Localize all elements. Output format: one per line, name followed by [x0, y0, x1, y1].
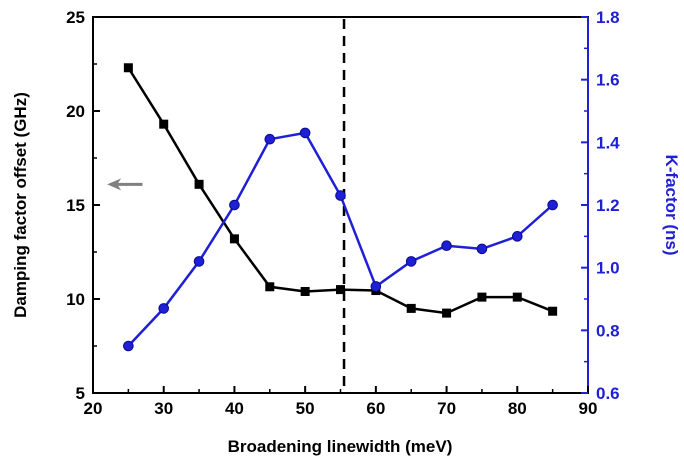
plot-frame — [92, 16, 589, 394]
x-tick-label: 70 — [437, 399, 456, 418]
left-series-point — [477, 292, 487, 302]
right-tick-label: 1.4 — [596, 133, 620, 152]
right-series-point — [229, 199, 240, 211]
left-tick-label: 5 — [76, 384, 85, 403]
left-tick-label: 15 — [66, 196, 85, 215]
x-tick-label: 80 — [508, 399, 527, 418]
left-series-point — [406, 303, 416, 313]
right-axis-ticks: 0.6 0.8 1.0 1.2 1.4 1.6 1.8 — [581, 8, 620, 403]
left-series-point — [548, 306, 558, 316]
left-series-point — [229, 234, 239, 244]
x-tick-label: 60 — [366, 399, 385, 418]
right-tick-label: 1.6 — [596, 71, 620, 90]
left-series-point — [194, 179, 204, 189]
right-tick-label: 1.2 — [596, 196, 620, 215]
right-series-point — [335, 190, 346, 201]
x-tick-label: 40 — [225, 399, 244, 418]
left-axis-title: Damping factor offset (GHz) — [11, 92, 30, 318]
left-tick-label: 10 — [66, 290, 85, 309]
left-tick-label: 25 — [66, 8, 85, 27]
x-axis-ticks: 20 30 40 50 60 70 80 90 — [84, 386, 598, 418]
right-series-point — [370, 281, 382, 292]
left-axis-arrow — [107, 178, 143, 191]
left-series-point — [123, 63, 133, 73]
right-series-point — [158, 303, 170, 314]
right-tick-label: 0.8 — [596, 321, 620, 340]
x-tick-label: 50 — [296, 399, 315, 418]
right-series-line — [127, 131, 554, 347]
right-series-point — [123, 340, 134, 352]
series-layer — [123, 63, 558, 352]
right-series-point — [476, 243, 488, 255]
left-series-point — [265, 282, 275, 292]
left-series-point — [336, 285, 345, 295]
right-axis-title: K-factor (ns) — [662, 154, 681, 255]
x-tick-label: 30 — [154, 399, 173, 418]
x-axis-title: Broadening linewidth (meV) — [228, 437, 453, 456]
right-tick-label: 0.6 — [596, 384, 620, 403]
left-axis-ticks: 5 10 15 20 25 — [66, 8, 100, 403]
left-series-point — [512, 292, 522, 302]
left-tick-label: 20 — [66, 102, 85, 121]
right-series-point — [547, 199, 558, 211]
right-series-point — [193, 256, 205, 267]
x-tick-label: 90 — [579, 399, 598, 418]
left-series-point — [442, 308, 452, 318]
right-tick-label: 1.0 — [596, 259, 620, 278]
right-series-point — [405, 256, 417, 267]
right-series-point — [264, 133, 276, 145]
right-series-point — [511, 231, 523, 242]
arrow-head — [107, 178, 122, 191]
left-series-point — [159, 119, 169, 129]
right-series-point — [299, 127, 311, 139]
x-tick-label: 20 — [84, 399, 103, 418]
right-tick-label: 1.8 — [596, 8, 620, 27]
right-series-point — [441, 240, 452, 252]
left-series-point — [300, 286, 310, 296]
